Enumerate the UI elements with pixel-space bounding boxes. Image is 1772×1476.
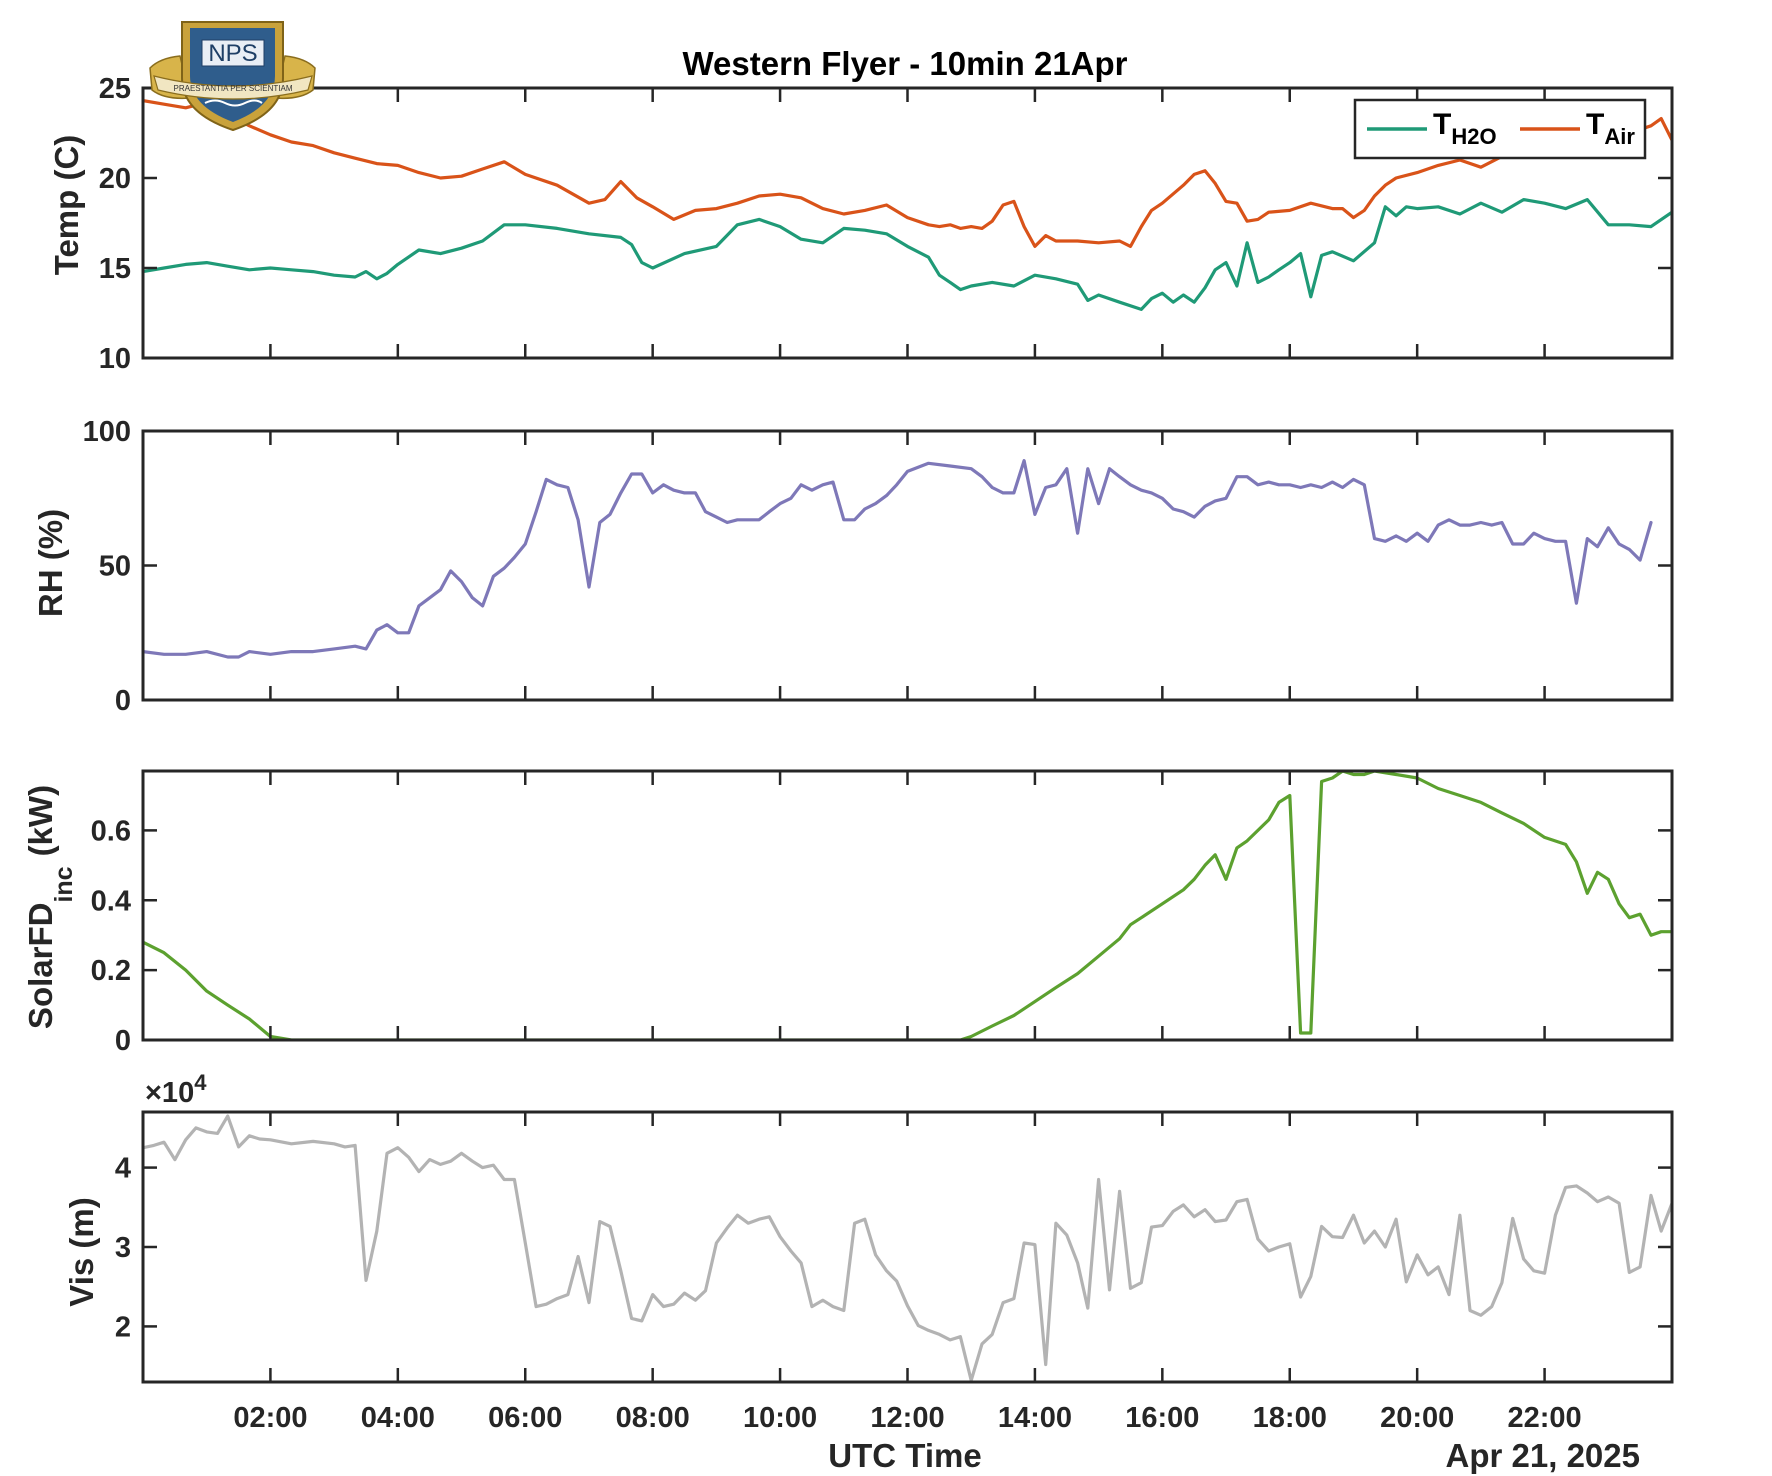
legend-entry-h2o: TH2O [1433,108,1497,149]
y-tick-label-vis-2: 4 [115,1153,131,1185]
legend-entry-air-sub: Air [1604,124,1635,149]
y-tick-label-rh-0: 0 [115,685,131,717]
y-tick-label-rh-1: 50 [99,551,131,583]
x-tick-label-1: 04:00 [361,1402,435,1434]
y-tick-label-solar-3: 0.6 [91,815,131,847]
y-tick-label-temp-2: 20 [99,163,131,195]
plot-layer: 10 15 20 25 0 50 100 0 0.2 0.4 0.6 2 3 4 02:00 04:00 06:… [83,73,1674,1434]
y-tick-label-temp-3: 25 [99,73,131,105]
x-tick-label-10: 22:00 [1507,1402,1581,1434]
y-tick-label-solar-1: 0.2 [91,955,131,987]
ylabel-vis: Vis (m) [63,1197,100,1306]
series-line-vis-0 [143,1114,1672,1382]
legend-entry-air-name: T [1586,108,1604,141]
y-tick-label-solar-0: 0 [115,1025,131,1057]
x-tick-label-4: 10:00 [743,1402,817,1434]
vis-exponent-label: ×104 [145,1070,207,1109]
x-tick-label-3: 08:00 [616,1402,690,1434]
ylabel-rh: RH (%) [32,509,69,617]
y-tick-label-vis-0: 2 [115,1311,131,1343]
chart-title: Western Flyer - 10min 21Apr [682,45,1127,82]
y-tick-label-rh-2: 100 [83,416,131,448]
nps-logo-banner [153,75,313,100]
legend-entry-h2o-sub: H2O [1451,124,1496,149]
series-line-temp-h2o [143,198,1672,311]
panel-temp: 10 15 20 25 [99,73,1674,375]
x-tick-label-9: 20:00 [1380,1402,1454,1434]
nps-logo-motto: PRAESTANTIA PER SCIENTIAM [174,84,293,93]
nps-logo-waves [204,99,263,107]
x-tick-label-7: 16:00 [1125,1402,1199,1434]
y-tick-label-vis-1: 3 [115,1232,131,1264]
series-line-rh-0 [143,459,1653,659]
ylabel-temp: Temp (C) [48,135,85,276]
x-tick-label-5: 12:00 [870,1402,944,1434]
y-tick-label-temp-0: 10 [99,343,131,375]
x-tick-label-0: 02:00 [233,1402,307,1434]
ylabel-solar-unit: (kW) [22,785,59,856]
series-line-solar-0 [143,771,1672,1040]
nps-logo-text: NPS [208,40,257,67]
panel-solar: 0 0.2 0.4 0.6 [91,769,1674,1057]
legend-entry-h2o-name: T [1433,108,1451,141]
ylabel-solar-main: SolarFD [22,903,59,1030]
vis-exponent-base: ×10 [145,1077,194,1109]
panel-rh: 0 50 100 [83,416,1674,717]
vis-exponent-power: 4 [194,1070,207,1095]
panel-vis: 2 3 4 [115,1110,1674,1384]
xlabel: UTC Time [828,1437,981,1474]
series-line-temp-air [143,99,1672,248]
x-tick-label-6: 14:00 [998,1402,1072,1434]
y-tick-label-temp-1: 15 [99,253,131,285]
date-label: Apr 21, 2025 [1446,1437,1640,1474]
y-tick-label-solar-2: 0.4 [91,885,131,917]
nps-logo: NPS PRAESTANTIA PER SCIENTIAM [149,21,316,132]
x-tick-label-2: 06:00 [488,1402,562,1434]
legend-entry-air: TAir [1586,108,1635,149]
legend: TH2O TAir [1353,98,1647,160]
x-tick-label-8: 18:00 [1253,1402,1327,1434]
ylabel-solar-sub: inc [50,866,78,902]
ylabel-solar: SolarFDinc (kW) [22,785,78,1029]
nps-logo-name-plate [201,39,265,67]
